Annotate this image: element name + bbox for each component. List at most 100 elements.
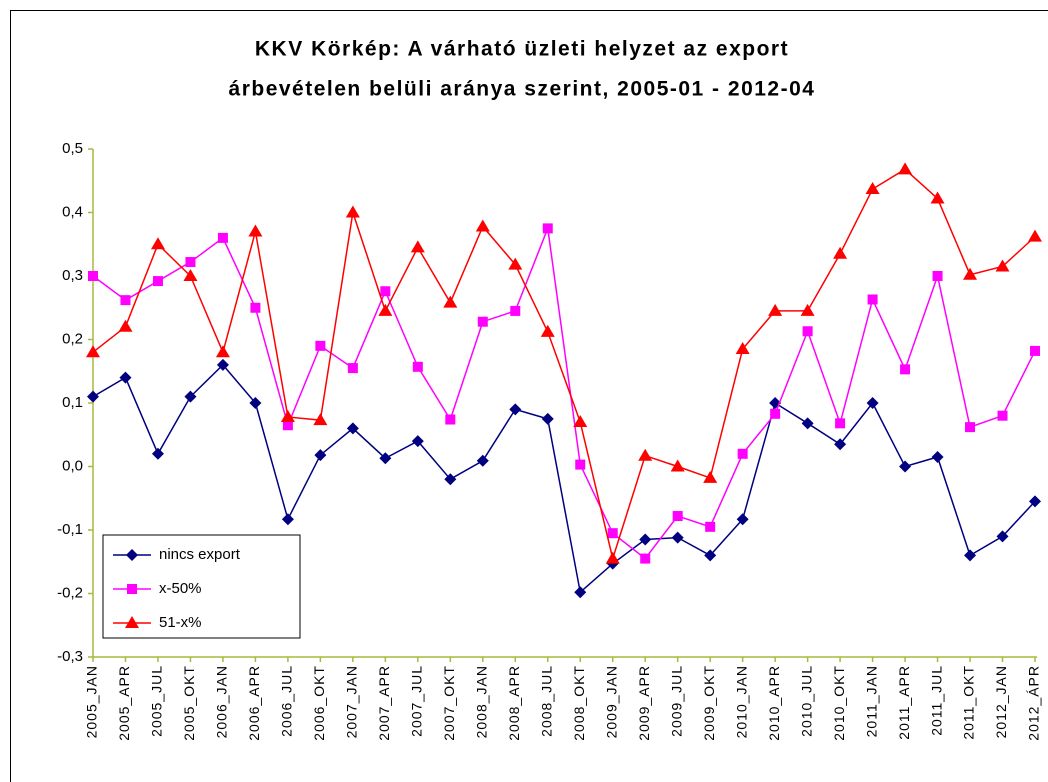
data-point bbox=[770, 408, 781, 419]
y-tick-label: -0,1 bbox=[57, 521, 83, 538]
x-tick-label: 2012_ÁPR bbox=[1026, 665, 1042, 741]
data-point bbox=[314, 449, 327, 462]
data-point bbox=[640, 553, 651, 564]
y-tick-label: 0,0 bbox=[62, 457, 83, 474]
data-point bbox=[737, 448, 748, 459]
data-point bbox=[963, 267, 978, 280]
data-point bbox=[639, 533, 652, 546]
data-point bbox=[736, 513, 749, 526]
x-tick-label: 2007_OKT bbox=[441, 665, 457, 741]
data-point bbox=[834, 438, 847, 451]
data-point bbox=[835, 418, 846, 429]
x-tick-label: 2006_APR bbox=[246, 665, 262, 741]
data-point bbox=[216, 358, 229, 371]
data-point bbox=[932, 271, 943, 281]
x-tick-label: 2010_APR bbox=[766, 665, 782, 741]
data-point bbox=[345, 205, 360, 218]
data-point bbox=[542, 223, 553, 234]
data-point bbox=[735, 342, 750, 355]
x-tick-label: 2007_APR bbox=[376, 665, 392, 741]
x-tick-label: 2006_JAN bbox=[214, 665, 230, 738]
data-point bbox=[1028, 229, 1042, 242]
data-point bbox=[118, 319, 133, 332]
data-point bbox=[184, 390, 197, 403]
x-tick-label: 2005_APR bbox=[116, 665, 132, 741]
legend-label: 51-x% bbox=[159, 614, 202, 631]
x-tick-label: 2010_OKT bbox=[831, 665, 847, 741]
data-point bbox=[802, 326, 813, 337]
data-point bbox=[411, 435, 424, 448]
data-point bbox=[931, 450, 944, 463]
x-tick-label: 2005_OKT bbox=[181, 665, 197, 741]
data-point bbox=[670, 459, 685, 472]
data-point bbox=[217, 232, 228, 243]
x-tick-label: 2010_JAN bbox=[733, 665, 749, 738]
data-point bbox=[282, 420, 293, 431]
x-tick-label: 2008_OKT bbox=[571, 665, 587, 741]
data-point bbox=[410, 240, 425, 253]
data-point bbox=[280, 409, 295, 422]
series-line bbox=[92, 225, 1036, 560]
data-point bbox=[475, 219, 490, 232]
data-point bbox=[930, 191, 945, 204]
data-point bbox=[313, 413, 328, 426]
data-point bbox=[574, 586, 587, 599]
x-tick-label: 2009_JUL bbox=[668, 665, 684, 737]
data-point bbox=[120, 295, 131, 306]
data-point bbox=[150, 237, 165, 250]
data-point bbox=[575, 459, 586, 470]
x-tick-label: 2010_JUL bbox=[798, 665, 814, 737]
data-point bbox=[509, 403, 522, 416]
y-tick-label: 0,4 bbox=[62, 203, 83, 220]
data-point bbox=[444, 473, 457, 486]
data-point bbox=[215, 345, 230, 358]
data-point bbox=[248, 224, 263, 237]
y-tick-label: -0,3 bbox=[57, 648, 83, 665]
data-point bbox=[900, 364, 911, 375]
data-point bbox=[380, 286, 391, 297]
data-point bbox=[997, 410, 1008, 421]
data-point bbox=[671, 531, 684, 544]
data-point bbox=[768, 303, 783, 316]
data-point bbox=[88, 271, 98, 281]
x-tick-label: 2007_JUL bbox=[409, 665, 425, 737]
data-point bbox=[315, 340, 326, 351]
legend-marker bbox=[125, 616, 139, 628]
data-point bbox=[1030, 345, 1040, 356]
legend-label: x-50% bbox=[159, 580, 202, 597]
data-point bbox=[87, 390, 99, 403]
x-tick-label: 2005_JAN bbox=[84, 665, 100, 738]
data-point bbox=[833, 246, 848, 259]
data-point bbox=[346, 422, 359, 435]
data-point bbox=[996, 530, 1009, 543]
data-point bbox=[573, 415, 588, 428]
x-tick-label: 2011_JAN bbox=[863, 665, 879, 737]
x-tick-label: 2008_APR bbox=[506, 665, 522, 741]
data-point bbox=[510, 305, 521, 316]
data-point bbox=[477, 316, 488, 327]
data-point bbox=[541, 412, 554, 425]
y-tick-label: 0,3 bbox=[62, 267, 83, 284]
legend-marker bbox=[126, 549, 138, 561]
x-tick-label: 2011_JUL bbox=[928, 665, 944, 736]
series-line bbox=[92, 168, 1036, 562]
data-point bbox=[1029, 495, 1041, 508]
data-point bbox=[379, 452, 392, 465]
data-point bbox=[443, 295, 458, 308]
data-point bbox=[445, 414, 456, 425]
chart-title: KKV Körkép: A várható üzleti helyzet az … bbox=[255, 38, 789, 61]
chart-frame bbox=[10, 10, 1048, 782]
data-point bbox=[119, 371, 132, 384]
data-point bbox=[965, 422, 976, 433]
data-point bbox=[995, 259, 1010, 272]
data-point bbox=[508, 257, 523, 270]
data-point bbox=[899, 460, 912, 473]
data-point bbox=[866, 397, 879, 409]
data-point bbox=[86, 345, 100, 358]
data-point bbox=[249, 397, 262, 409]
x-tick-label: 2012_JAN bbox=[993, 665, 1009, 738]
data-point bbox=[865, 182, 880, 195]
y-tick-label: 0,2 bbox=[62, 330, 83, 347]
data-point bbox=[540, 324, 555, 337]
